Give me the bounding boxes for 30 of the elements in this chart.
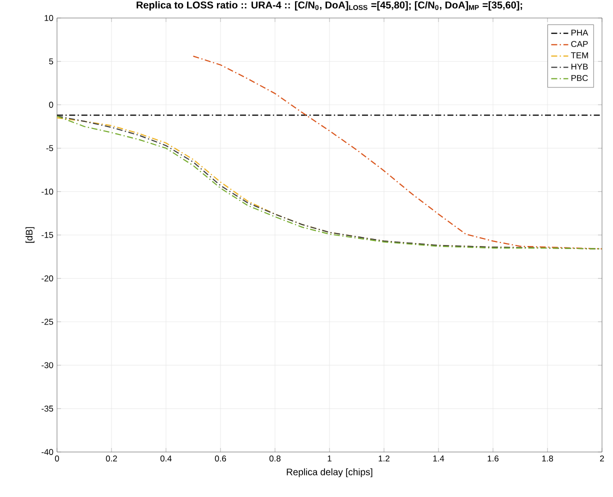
- x-tick-label: 1: [328, 456, 332, 462]
- x-tick-label: 0.2: [106, 456, 117, 462]
- y-axis-title: [dB]: [26, 227, 34, 243]
- y-tick-label: 10: [44, 15, 54, 21]
- y-tick-label: -15: [42, 232, 54, 238]
- x-axis-title: Replica delay [chips]: [286, 468, 372, 478]
- y-tick-label: -10: [42, 188, 54, 195]
- x-tick-label: 0.6: [214, 456, 226, 462]
- legend-label: TEM: [570, 52, 588, 58]
- y-tick-label: -25: [42, 318, 54, 325]
- x-tick-label: 1.8: [542, 456, 554, 462]
- x-tick-label: 1.4: [433, 456, 444, 462]
- chart-title: Replica to LOSS ratio :: URA-4 :: [C/N$_{0}$, DoA]$_{LOSS}$ =[45,80]; [C/N$_{0}$, DoA]$_{MP}$ =[35,60];: [136, 1, 522, 10]
- x-tick-label: 0: [54, 456, 60, 462]
- x-tick-label: 1.2: [378, 456, 390, 462]
- y-tick-label: 5: [49, 58, 54, 64]
- y-tick-label: -30: [42, 362, 54, 368]
- y-tick-label: -40: [42, 449, 54, 455]
- legend-label: PHA: [571, 30, 588, 36]
- x-tick-label: 2: [600, 456, 604, 462]
- y-tick-label: -20: [42, 275, 54, 282]
- y-tick-label: 0: [49, 102, 54, 108]
- legend-label: PBC: [571, 75, 588, 81]
- x-tick-label: 1.6: [488, 456, 499, 462]
- legend-label: CAP: [571, 41, 588, 47]
- x-tick-label: 0.4: [160, 456, 172, 462]
- y-tick-label: -5: [46, 145, 54, 152]
- y-tick-label: -35: [42, 406, 54, 412]
- x-tick-label: 0.8: [269, 456, 281, 462]
- legend-label: HYB: [571, 64, 588, 70]
